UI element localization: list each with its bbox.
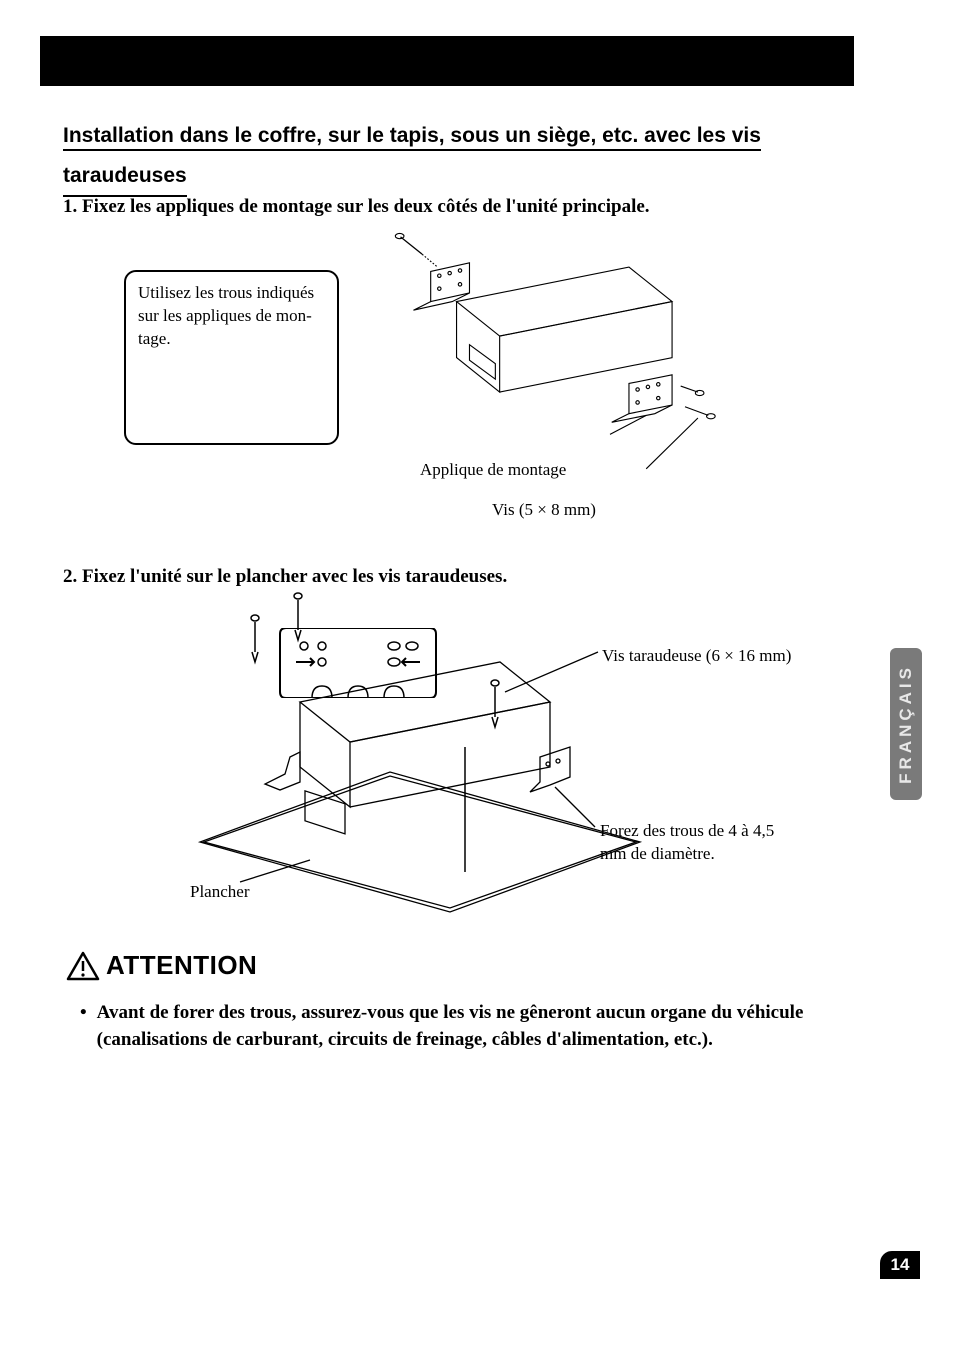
figure-1-label-vis: Vis (5 × 8 mm): [492, 500, 596, 520]
attention-header: ATTENTION: [66, 950, 257, 981]
bullet-marker: •: [80, 1000, 87, 1053]
attention-title: ATTENTION: [106, 950, 257, 981]
figure-2-diagram: [170, 592, 810, 922]
heading-line-2: taraudeuses: [63, 158, 187, 198]
language-tab: FRANÇAIS: [890, 648, 922, 800]
page-number: 14: [880, 1251, 920, 1279]
figure-1-diagram: [360, 224, 760, 474]
attention-body-text: Avant de forer des trous, assurez-vous q…: [97, 1000, 840, 1053]
step-1-text: 1. Fixez les appliques de montage sur le…: [63, 196, 650, 218]
header-black-bar: [40, 36, 854, 86]
warning-triangle-icon: [66, 951, 100, 981]
step-2-text: 2. Fixez l'unité sur le plancher avec le…: [63, 566, 507, 588]
callout-box: Utilisez les trous indiqués sur les appl…: [124, 270, 339, 445]
section-heading: Installation dans le coffre, sur le tapi…: [63, 118, 843, 197]
figure-2-label-vis: Vis taraudeuse (6 × 16 mm): [602, 646, 791, 666]
language-tab-text: FRANÇAIS: [896, 664, 916, 784]
attention-bullet: • Avant de forer des trous, assurez-vous…: [80, 1000, 840, 1053]
figure-2-label-plancher: Plancher: [190, 882, 249, 902]
figure-2-label-forez: Forez des trous de 4 à 4,5 mm de diamètr…: [600, 820, 800, 866]
heading-line-1: Installation dans le coffre, sur le tapi…: [63, 124, 761, 151]
figure-1-label-applique: Applique de montage: [420, 460, 566, 480]
callout-text: Utilisez les trous indiqués sur les appl…: [138, 283, 314, 348]
